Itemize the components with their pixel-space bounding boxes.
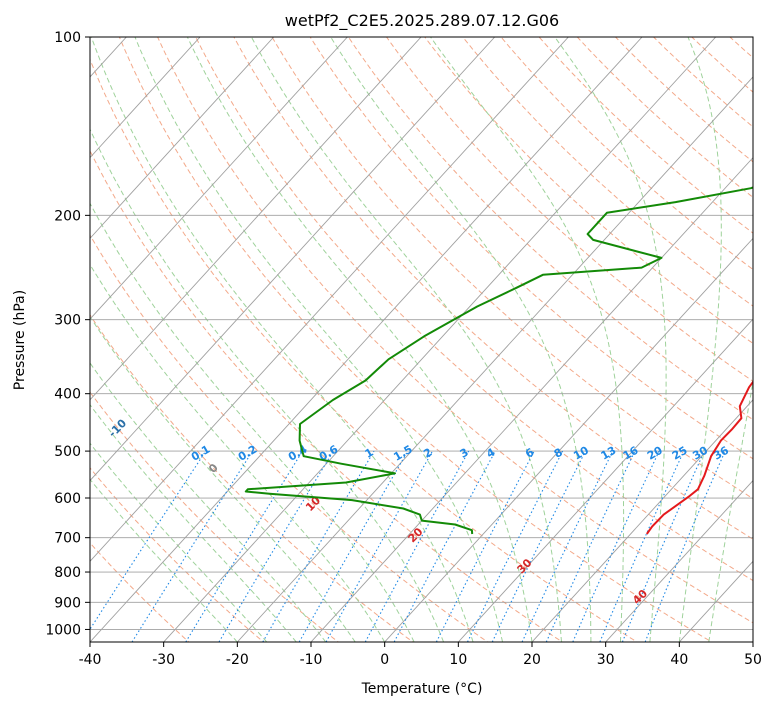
y-axis-label: Pressure (hPa) (12, 290, 28, 390)
y-tick-label: 600 (54, 491, 81, 507)
x-tick-label: 20 (523, 652, 541, 668)
mixing-ratio-line (364, 450, 470, 642)
mixing-ratio-line (131, 450, 254, 642)
moist-adiabat (330, 37, 592, 642)
temperature-profile (645, 380, 753, 535)
x-tick-label: 50 (744, 652, 762, 668)
x-tick-label: -40 (79, 652, 102, 668)
mixing-ratio-line (325, 450, 433, 642)
dry-adiabat (233, 37, 753, 540)
mixing-ratio-line (599, 450, 685, 642)
moist-adiabat (430, 37, 625, 642)
mixing-ratio-line (621, 450, 705, 642)
moist-adiabat (186, 37, 533, 642)
mixing-ratio-line (572, 450, 660, 642)
x-tick-label: 30 (597, 652, 615, 668)
series-layer (244, 186, 753, 535)
tick-layer: -40 -30 -20 -10 0 10 20 30 40 50 100 200 300 400 500 60… (45, 30, 762, 668)
x-tick-label: 40 (670, 652, 688, 668)
moist-adiabat (90, 263, 386, 642)
x-axis-label: Temperature (°C) (361, 681, 483, 697)
isotherm (458, 318, 753, 642)
isotherm (605, 479, 753, 642)
moist-adiabat (250, 37, 562, 642)
moist-adiabat (90, 202, 415, 642)
isotherm (90, 37, 569, 562)
x-tick-label: -20 (226, 652, 249, 668)
moist-adiabat (134, 37, 503, 642)
y-tick-label: 900 (54, 595, 81, 611)
dry-adiabat (347, 37, 753, 421)
moist-adiabat (90, 403, 297, 642)
isotherm (531, 399, 753, 642)
y-tick-label: 700 (54, 531, 81, 547)
mixing-ratio-line (90, 450, 207, 631)
isotherm (90, 37, 201, 159)
dewpoint-profile (244, 186, 753, 535)
mixing-ratio-line (393, 450, 496, 642)
chart-title: wetPf2_C2E5.2025.289.07.12.G06 (285, 11, 559, 31)
mixing-ratio-line (644, 450, 726, 642)
moist-adiabat (90, 315, 356, 642)
dry-adiabat (424, 37, 753, 344)
moist-adiabat (90, 442, 268, 642)
y-tick-label: 800 (54, 565, 81, 581)
plot-frame (89, 36, 754, 643)
moist-adiabat (708, 379, 753, 642)
dry-adiabat (90, 313, 414, 642)
moist-adiabat (554, 37, 667, 642)
isotherm (237, 76, 753, 642)
y-tick-label: 500 (54, 444, 81, 460)
isotherm (90, 37, 496, 482)
isotherm (90, 37, 275, 240)
moist-adiabat (90, 478, 238, 642)
isotherm (90, 37, 643, 642)
isotherm (384, 237, 753, 642)
y-tick-label: 300 (54, 313, 81, 329)
isotherm (163, 37, 717, 642)
isotherm (90, 37, 422, 401)
y-tick-label: 400 (54, 387, 81, 403)
y-tick-label: 100 (54, 30, 81, 46)
plot-background (90, 37, 753, 642)
isotherm (90, 37, 348, 320)
isotherm (752, 641, 753, 642)
dry-adiabat (90, 58, 638, 642)
dry-adiabat-label: -20 (25, 386, 48, 409)
isotherm (310, 156, 753, 642)
y-tick-label: 200 (54, 208, 81, 224)
dry-adiabat (309, 37, 753, 460)
x-tick-label: 0 (380, 652, 389, 668)
moist-adiabat (90, 128, 445, 642)
x-tick-label: 10 (449, 652, 467, 668)
x-tick-label: -10 (300, 652, 323, 668)
moist-adiabat (90, 37, 474, 642)
y-tick-label: 1000 (45, 622, 81, 638)
dry-adiabat (195, 37, 753, 582)
x-tick-label: -30 (152, 652, 175, 668)
mixing-ratio-line (467, 450, 564, 642)
grid-layer (90, 37, 753, 642)
